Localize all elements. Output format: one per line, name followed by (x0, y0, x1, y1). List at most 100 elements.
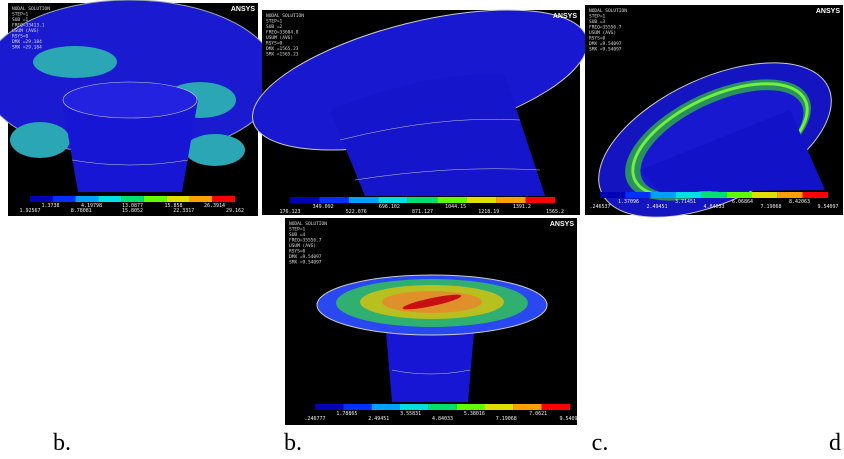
color-bar-segment (437, 197, 466, 203)
color-bar-segment (752, 192, 777, 198)
color-bar-segment (400, 404, 428, 410)
legend-label: 4.19798 (81, 203, 102, 209)
header-line: SUB =2 (266, 24, 283, 30)
color-bar-segment (676, 192, 701, 198)
legend-label: 1565.2 (546, 209, 564, 215)
color-bar-segment (542, 404, 570, 410)
legend-label: 4.84033 (432, 416, 453, 422)
legend-label: 1044.15 (445, 204, 466, 210)
brand: ANSYS (550, 221, 574, 228)
header-line: RSYS=0 (266, 41, 283, 47)
color-bar-segment (457, 404, 485, 410)
color-bar-segment (526, 197, 555, 203)
legend-label: 4.84033 (703, 204, 724, 210)
header-line: SMX =1565.23 (266, 52, 299, 58)
legend-label: 176.123 (279, 209, 300, 215)
color-bar-segment (349, 197, 378, 203)
color-bar-segment (372, 404, 400, 410)
legend-label: 3.55831 (400, 411, 421, 417)
header-line: USUM (AVG) (12, 28, 39, 34)
legend-label: .246777 (304, 416, 325, 422)
legend-label: 7.19068 (760, 204, 781, 210)
legend-label: 8.42063 (789, 199, 810, 205)
header-line: DMX =1565.23 (266, 46, 299, 52)
header-line: FREQ=33413.1 (12, 23, 45, 29)
header-line: NODAL SOLUTION (289, 221, 327, 227)
figure: NODAL SOLUTIONSTEP=1SUB =1FREQ=33413.1US… (0, 0, 844, 459)
header-line: FREQ=35556.7 (289, 238, 322, 244)
legend-label: 1.78865 (336, 411, 357, 417)
color-bar-segment (30, 196, 53, 202)
color-bar-segment (144, 196, 167, 202)
header-line: STEP=1 (289, 227, 306, 233)
legend-label: 696.102 (379, 204, 400, 210)
header-line: FREQ=33604.8 (266, 30, 299, 36)
header-line: STEP=1 (589, 14, 606, 20)
color-bar-segment (600, 192, 625, 198)
caption: c. (592, 430, 609, 456)
header-line: NODAL SOLUTION (266, 13, 304, 19)
header-line: SMX =29.184 (12, 45, 42, 51)
panel-d (285, 218, 577, 425)
header-line: SUB =4 (289, 232, 306, 238)
color-bar-segment (625, 192, 650, 198)
header-line: STEP=1 (12, 12, 29, 18)
panel-a (0, 0, 278, 216)
header-line: USUM (AVG) (589, 30, 616, 36)
color-bar-segment (701, 192, 726, 198)
legend-label: 1218.19 (478, 209, 499, 215)
legend-label: 15.858 (164, 203, 182, 209)
color-bar-segment (53, 196, 76, 202)
color-bar-segment (513, 404, 541, 410)
color-bar-segment (408, 197, 437, 203)
header-line: USUM (AVG) (289, 243, 316, 249)
legend-label: 26.3914 (204, 203, 225, 209)
header-line: FREQ=35556.7 (589, 25, 622, 31)
legend-label: 7.19068 (496, 416, 517, 422)
legend-label: 2.49451 (646, 204, 667, 210)
color-bar-segment (121, 196, 144, 202)
header-line: DMX =9.54097 (589, 41, 622, 47)
header-line: DMX =9.54097 (289, 254, 322, 260)
header-line: DMX =29.184 (12, 39, 42, 45)
legend-label: 29.162 (226, 208, 244, 214)
caption: b. (284, 430, 302, 456)
legend-label: 7.0621 (529, 411, 547, 417)
color-bar-segment (319, 197, 348, 203)
color-bar-segment (189, 196, 212, 202)
legend-label: 1.37096 (618, 199, 639, 205)
brand: ANSYS (231, 6, 255, 13)
legend-label: 1.3738 (41, 203, 59, 209)
color-bar-segment (378, 197, 407, 203)
color-bar-segment (290, 197, 319, 203)
legend-label: 349.092 (313, 204, 334, 210)
color-bar-segment (777, 192, 802, 198)
color-bar-segment (485, 404, 513, 410)
header-line: SMX =9.54097 (589, 47, 622, 53)
header-line: USUM (AVG) (266, 35, 293, 41)
header-line: NODAL SOLUTION (12, 6, 50, 12)
legend-label: 9.54097 (817, 204, 838, 210)
legend-label: 3.71451 (675, 199, 696, 205)
caption: d (829, 430, 841, 456)
legend-label: 6.06864 (732, 199, 753, 205)
legend-label: 13.0877 (122, 203, 143, 209)
legend-label: 9.54097 (559, 416, 580, 422)
header-line: SMX =9.54097 (289, 260, 322, 266)
brand: ANSYS (553, 13, 577, 20)
header-line: RSYS=0 (289, 249, 306, 255)
color-bar-segment (212, 196, 235, 202)
legend-label: 5.38016 (464, 411, 485, 417)
legend-label: 2.49451 (368, 416, 389, 422)
color-bar-segment (467, 197, 496, 203)
caption: b. (53, 430, 71, 456)
color-bar-segment (76, 196, 99, 202)
header-line: RSYS=0 (589, 36, 606, 42)
color-bar-segment (167, 196, 190, 202)
legend-label: 1391.2 (513, 204, 531, 210)
legend-label: 871.127 (412, 209, 433, 215)
legend-label: 522.076 (346, 209, 367, 215)
color-bar-segment (343, 404, 371, 410)
legend-label: .246537 (589, 204, 610, 210)
header-line: NODAL SOLUTION (589, 8, 627, 14)
